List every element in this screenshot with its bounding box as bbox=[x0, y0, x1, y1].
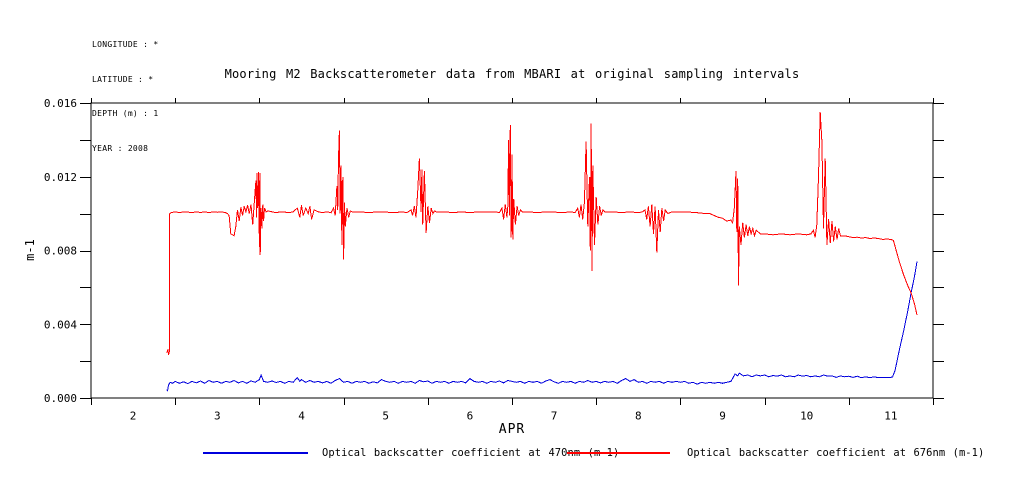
x-tick-label: 5 bbox=[382, 410, 389, 423]
x-tick-label: 2 bbox=[130, 410, 137, 423]
x-tick-label: 7 bbox=[551, 410, 558, 423]
series-line-676nm bbox=[166, 112, 918, 355]
x-tick-label: 8 bbox=[635, 410, 642, 423]
series-line-470nm bbox=[166, 261, 918, 392]
x-tick-label: 3 bbox=[214, 410, 221, 423]
legend-line-470nm bbox=[203, 452, 308, 454]
x-tick-label: 6 bbox=[467, 410, 474, 423]
metadata-year: YEAR : 2008 bbox=[92, 143, 149, 153]
x-tick-label: 4 bbox=[298, 410, 305, 423]
x-tick-label: 9 bbox=[719, 410, 726, 423]
y-tick-label: 0.004 bbox=[44, 318, 77, 331]
metadata-block: LONGITUDE : * LATITUDE : * DEPTH (m) : 1… bbox=[92, 16, 159, 177]
legend-line-676nm bbox=[567, 452, 670, 454]
x-axis-label: APR bbox=[498, 422, 526, 437]
y-tick-label: 0.012 bbox=[44, 171, 77, 184]
y-tick-label: 0.016 bbox=[44, 97, 77, 110]
legend-label-470nm: Optical backscatter coefficient at 470nm… bbox=[322, 447, 620, 459]
x-tick-label: 11 bbox=[884, 410, 897, 423]
x-tick-label: 10 bbox=[800, 410, 813, 423]
y-tick-label: 0.000 bbox=[44, 392, 77, 405]
metadata-latitude: LATITUDE : * bbox=[92, 74, 154, 84]
plot-frame bbox=[90, 102, 934, 399]
y-tick-label: 0.008 bbox=[44, 245, 77, 258]
metadata-longitude: LONGITUDE : * bbox=[92, 40, 159, 49]
y-axis-label: m-1 bbox=[22, 239, 37, 261]
plot-title: Mooring M2 Backscatterometer data from M… bbox=[224, 67, 800, 81]
metadata-depth: DEPTH (m) : 1 bbox=[92, 109, 159, 118]
legend-label-676nm: Optical backscatter coefficient at 676nm… bbox=[687, 447, 985, 459]
